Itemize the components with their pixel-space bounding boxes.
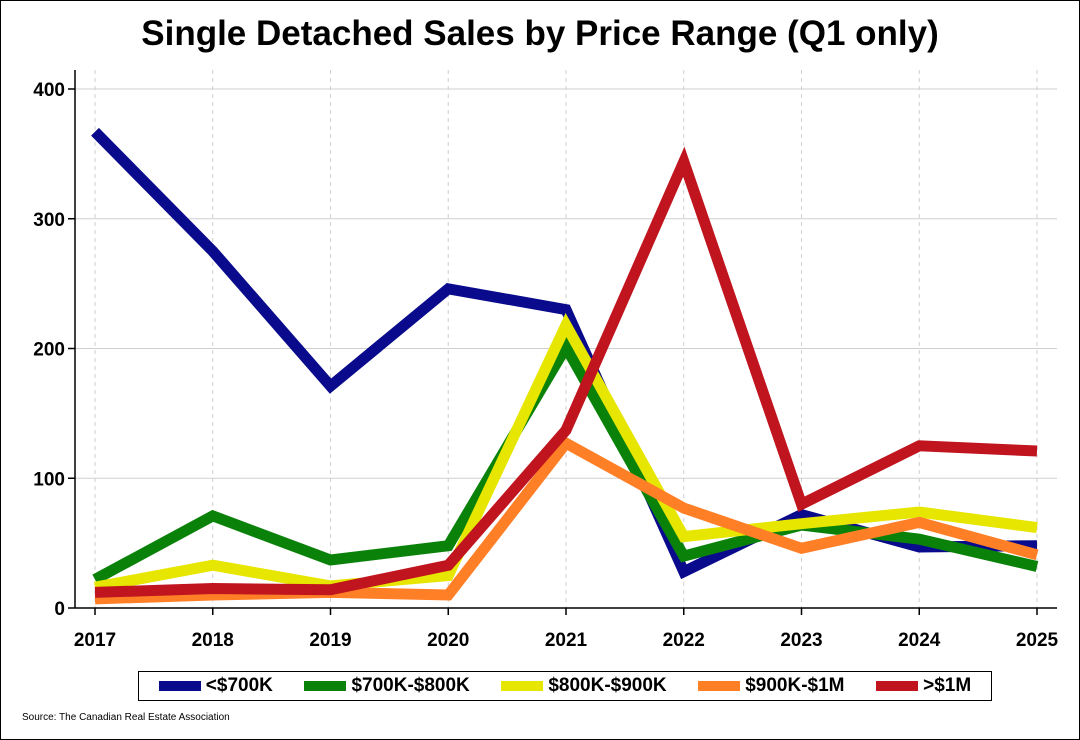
legend-item: <$700K bbox=[158, 675, 273, 697]
x-tick-label: 2018 bbox=[192, 630, 234, 651]
y-tick-label: 300 bbox=[33, 210, 65, 231]
x-tick-label: 2025 bbox=[1016, 630, 1059, 651]
y-tick-label: 100 bbox=[33, 469, 65, 490]
chart-title: Single Detached Sales by Price Range (Q1… bbox=[141, 14, 939, 53]
x-tick-label: 2024 bbox=[898, 630, 941, 651]
x-tick-label: 2023 bbox=[780, 630, 822, 651]
legend-item: >$1M bbox=[876, 675, 971, 697]
axis-layer bbox=[68, 70, 1057, 615]
legend-item: $900K-$1M bbox=[698, 675, 845, 697]
x-tick-label: 2019 bbox=[309, 630, 351, 651]
source-note: Source: The Canadian Real Estate Associa… bbox=[22, 712, 230, 723]
y-tick-label: 400 bbox=[33, 80, 65, 101]
legend-label: <$700K bbox=[205, 675, 273, 696]
legend-swatch bbox=[304, 681, 347, 691]
label-layer: 0 100 200 300 400 2017 2018 2019 2020 2021 2022 202… bbox=[33, 80, 1058, 651]
legend-label: $800K-$900K bbox=[548, 675, 667, 696]
legend: <$700K $700K-$800K $800K-$900K $900K-$1M >$1… bbox=[138, 671, 992, 701]
legend-label: >$1M bbox=[923, 675, 972, 696]
legend-label: $700K-$800K bbox=[351, 675, 470, 696]
y-tick-label: 0 bbox=[54, 599, 65, 620]
x-tick-label: 2021 bbox=[545, 630, 588, 651]
legend-swatch bbox=[698, 681, 741, 691]
series-layer bbox=[91, 127, 1039, 605]
x-tick-label: 2020 bbox=[427, 630, 469, 651]
legend-swatch bbox=[501, 681, 544, 691]
x-tick-label: 2022 bbox=[663, 630, 705, 651]
legend-item: $800K-$900K bbox=[501, 675, 667, 697]
legend-swatch bbox=[876, 681, 919, 691]
x-tick-label: 2017 bbox=[74, 630, 116, 651]
legend-swatch bbox=[158, 681, 201, 691]
legend-label: $900K-$1M bbox=[745, 675, 845, 696]
legend-item: $700K-$800K bbox=[304, 675, 470, 697]
y-tick-label: 200 bbox=[33, 340, 65, 361]
